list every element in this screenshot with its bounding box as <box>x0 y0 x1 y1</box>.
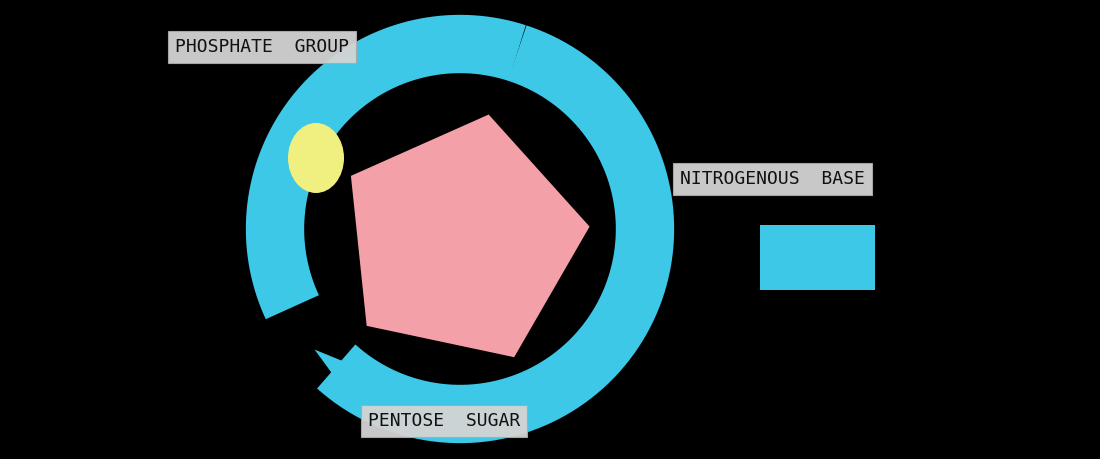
Bar <box>760 225 874 290</box>
Text: PHOSPHATE  GROUP: PHOSPHATE GROUP <box>175 38 349 56</box>
Polygon shape <box>350 113 592 359</box>
Polygon shape <box>525 39 569 91</box>
Text: PENTOSE  SUGAR: PENTOSE SUGAR <box>368 412 520 430</box>
Ellipse shape <box>288 123 344 193</box>
Polygon shape <box>315 350 366 395</box>
Text: NITROGENOUS  BASE: NITROGENOUS BASE <box>680 170 865 188</box>
